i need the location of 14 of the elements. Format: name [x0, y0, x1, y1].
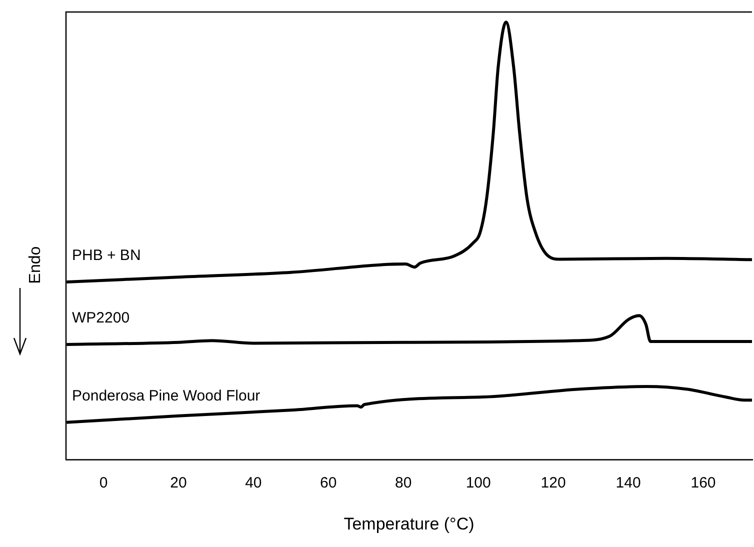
x-tick-label: 0 [99, 474, 108, 492]
x-tick-label: 100 [466, 474, 491, 492]
x-tick-label: 160 [690, 474, 716, 492]
x-tick-label: 60 [320, 474, 337, 492]
x-tick-label: 20 [170, 474, 187, 492]
x-tick-label: 140 [616, 474, 641, 492]
x-tick-label: 80 [395, 474, 412, 492]
y-axis-title: Endo [27, 246, 44, 284]
x-tick-label: 40 [245, 474, 262, 492]
series-label: WP2200 [72, 310, 130, 327]
series-label: Ponderosa Pine Wood Flour [72, 387, 260, 404]
x-axis-title: Temperature (°C) [344, 514, 474, 534]
series-label: PHB + BN [72, 246, 141, 264]
x-tick-label: 120 [540, 474, 566, 492]
